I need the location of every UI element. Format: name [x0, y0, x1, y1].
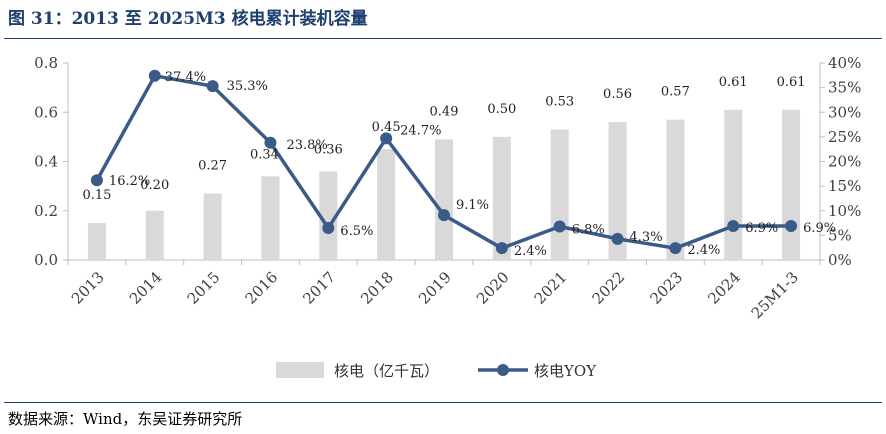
x-tick-label: 2019: [415, 268, 455, 308]
line-value-label: 23.8%: [286, 138, 327, 153]
yoy-marker: [90, 174, 103, 187]
right-tick-label: 20%: [828, 153, 861, 171]
x-tick-label: 2021: [531, 268, 571, 308]
x-tick-label: 2017: [299, 268, 339, 308]
yoy-marker: [495, 242, 508, 255]
source-rule: [4, 402, 882, 403]
yoy-marker: [380, 132, 393, 145]
line-value-label: 24.7%: [400, 123, 441, 138]
source-note: 数据来源：Wind，东吴证券研究所: [8, 410, 243, 428]
right-tick-label: 25%: [828, 128, 861, 146]
left-tick-label: 0.0: [34, 251, 58, 269]
bar: [550, 129, 569, 260]
left-tick-label: 0.2: [34, 202, 58, 220]
title-rule: [4, 38, 882, 39]
line-value-label: 6.9%: [803, 221, 836, 236]
line-value-label: 2.4%: [514, 244, 547, 259]
bar-value-label: 0.45: [372, 120, 401, 135]
bar: [145, 210, 164, 260]
x-tick-label: 25M1-3: [748, 268, 802, 322]
line-value-label: 4.3%: [630, 230, 663, 245]
bar-value-label: 0.56: [603, 87, 632, 102]
right-tick-label: 5%: [828, 226, 852, 244]
legend-bar-swatch: [276, 362, 324, 378]
right-tick-label: 30%: [828, 103, 861, 121]
x-tick-label: 2013: [68, 268, 108, 308]
yoy-marker: [438, 209, 450, 222]
bar-value-label: 0.50: [487, 102, 516, 117]
yoy-marker: [611, 232, 624, 245]
left-tick-label: 0.6: [34, 103, 58, 121]
x-tick-label: 2022: [589, 268, 629, 308]
bar-value-label: 0.57: [661, 85, 690, 100]
yoy-marker: [727, 220, 740, 233]
bar-value-label: 0.36: [314, 142, 343, 157]
bar-value-label: 0.20: [140, 178, 169, 193]
bar: [87, 223, 106, 260]
right-tick-label: 40%: [828, 54, 861, 72]
legend-line-label: 核电YOY: [534, 362, 597, 380]
right-tick-label: 15%: [828, 177, 861, 195]
line-value-label: 6.9%: [745, 221, 778, 236]
yoy-marker: [785, 220, 798, 233]
bar: [319, 171, 338, 260]
bar-value-label: 0.34: [250, 147, 279, 162]
bar: [608, 122, 627, 260]
bar: [492, 136, 511, 260]
line-value-label: 6.5%: [340, 224, 373, 239]
bar-value-label: 0.61: [719, 75, 748, 90]
line-value-label: 6.8%: [572, 223, 605, 238]
left-tick-label: 0.8: [34, 54, 58, 72]
bar-value-label: 0.53: [545, 94, 574, 109]
right-tick-label: 0%: [828, 251, 852, 269]
left-tick-label: 0.4: [34, 153, 58, 171]
bar: [261, 176, 280, 260]
line-value-label: 37.4%: [165, 70, 206, 85]
yoy-marker: [322, 221, 335, 234]
data-labels: 0.15 0.20 0.27 0.34 0.36 0.45 0.49 0.50 0.53 0.56…: [82, 70, 836, 259]
bar: [203, 193, 222, 260]
line-value-label: 35.3%: [227, 79, 268, 94]
line-value-label: 16.2%: [109, 174, 150, 189]
line-series: [90, 69, 798, 255]
right-tick-label: 10%: [828, 202, 861, 220]
bar: [435, 139, 453, 260]
bar: [724, 109, 743, 260]
bar: [666, 119, 685, 260]
line-value-label: 9.1%: [456, 198, 489, 213]
bar: [377, 149, 396, 260]
x-tick-label: 2018: [357, 268, 397, 308]
chart: 0.0 0.2 0.4 0.6 0.8 0% 5% 10% 15% 20% 25% 30% 35% 40%…: [34, 54, 861, 380]
legend-bar-label: 核电（亿千瓦）: [334, 362, 439, 380]
bar-series: [87, 109, 801, 260]
x-tick-label: 2024: [704, 268, 744, 308]
x-tick-label: 2015: [184, 268, 224, 308]
x-tick-label: 2023: [646, 268, 686, 308]
chart-title: 图 31：2013 至 2025M3 核电累计装机容量: [8, 9, 368, 29]
line-value-label: 2.4%: [687, 243, 720, 258]
yoy-marker: [148, 69, 161, 82]
yoy-marker: [206, 80, 219, 93]
bar-value-label: 0.15: [82, 188, 111, 203]
legend-line-marker: [497, 364, 509, 376]
x-tick-label: 2020: [473, 268, 513, 308]
yoy-marker: [553, 220, 566, 233]
x-tick-label: 2014: [126, 268, 166, 308]
bar-value-label: 0.49: [430, 104, 459, 119]
right-tick-label: 35%: [828, 79, 861, 97]
yoy-marker: [669, 242, 682, 255]
yoy-marker: [264, 136, 277, 149]
bar-value-label: 0.27: [198, 159, 227, 174]
bar-value-label: 0.61: [777, 75, 806, 90]
x-tick-label: 2016: [242, 268, 282, 308]
legend: 核电（亿千瓦） 核电YOY: [276, 362, 597, 380]
bar: [782, 109, 801, 260]
